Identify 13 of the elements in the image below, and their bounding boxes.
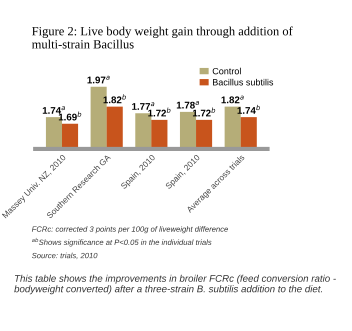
- data-label: 1.82$^{b}$: [104, 94, 126, 104]
- data-label: 1.78$^{a}$: [176, 100, 199, 109]
- data-label: 1.97$^{a}$: [87, 76, 110, 84]
- data-label: 1.74$^{b}$: [238, 104, 260, 114]
- legend-label: Bacillus subtilis: [213, 78, 274, 86]
- text: This table shows the improvements in broiler FCRc (feed conversion ratio - bodyweight converted) after a three-strain B. subtilis addition to the diet.: [14, 274, 336, 294]
- data-label: 1.82$^{a}$: [222, 96, 244, 104]
- data-label: 1.74$^{a}$: [42, 106, 65, 114]
- legend-label: Control: [212, 68, 241, 74]
- data-label: 1.72$^{b}$: [192, 108, 216, 116]
- chart-title: Figure 2: Live body weight gain through addition of multi-strain Bacillus: [32, 26, 293, 49]
- data-label: 1.72$^{b}$: [148, 108, 170, 116]
- data-label: 1.77$^{a}$: [132, 102, 154, 110]
